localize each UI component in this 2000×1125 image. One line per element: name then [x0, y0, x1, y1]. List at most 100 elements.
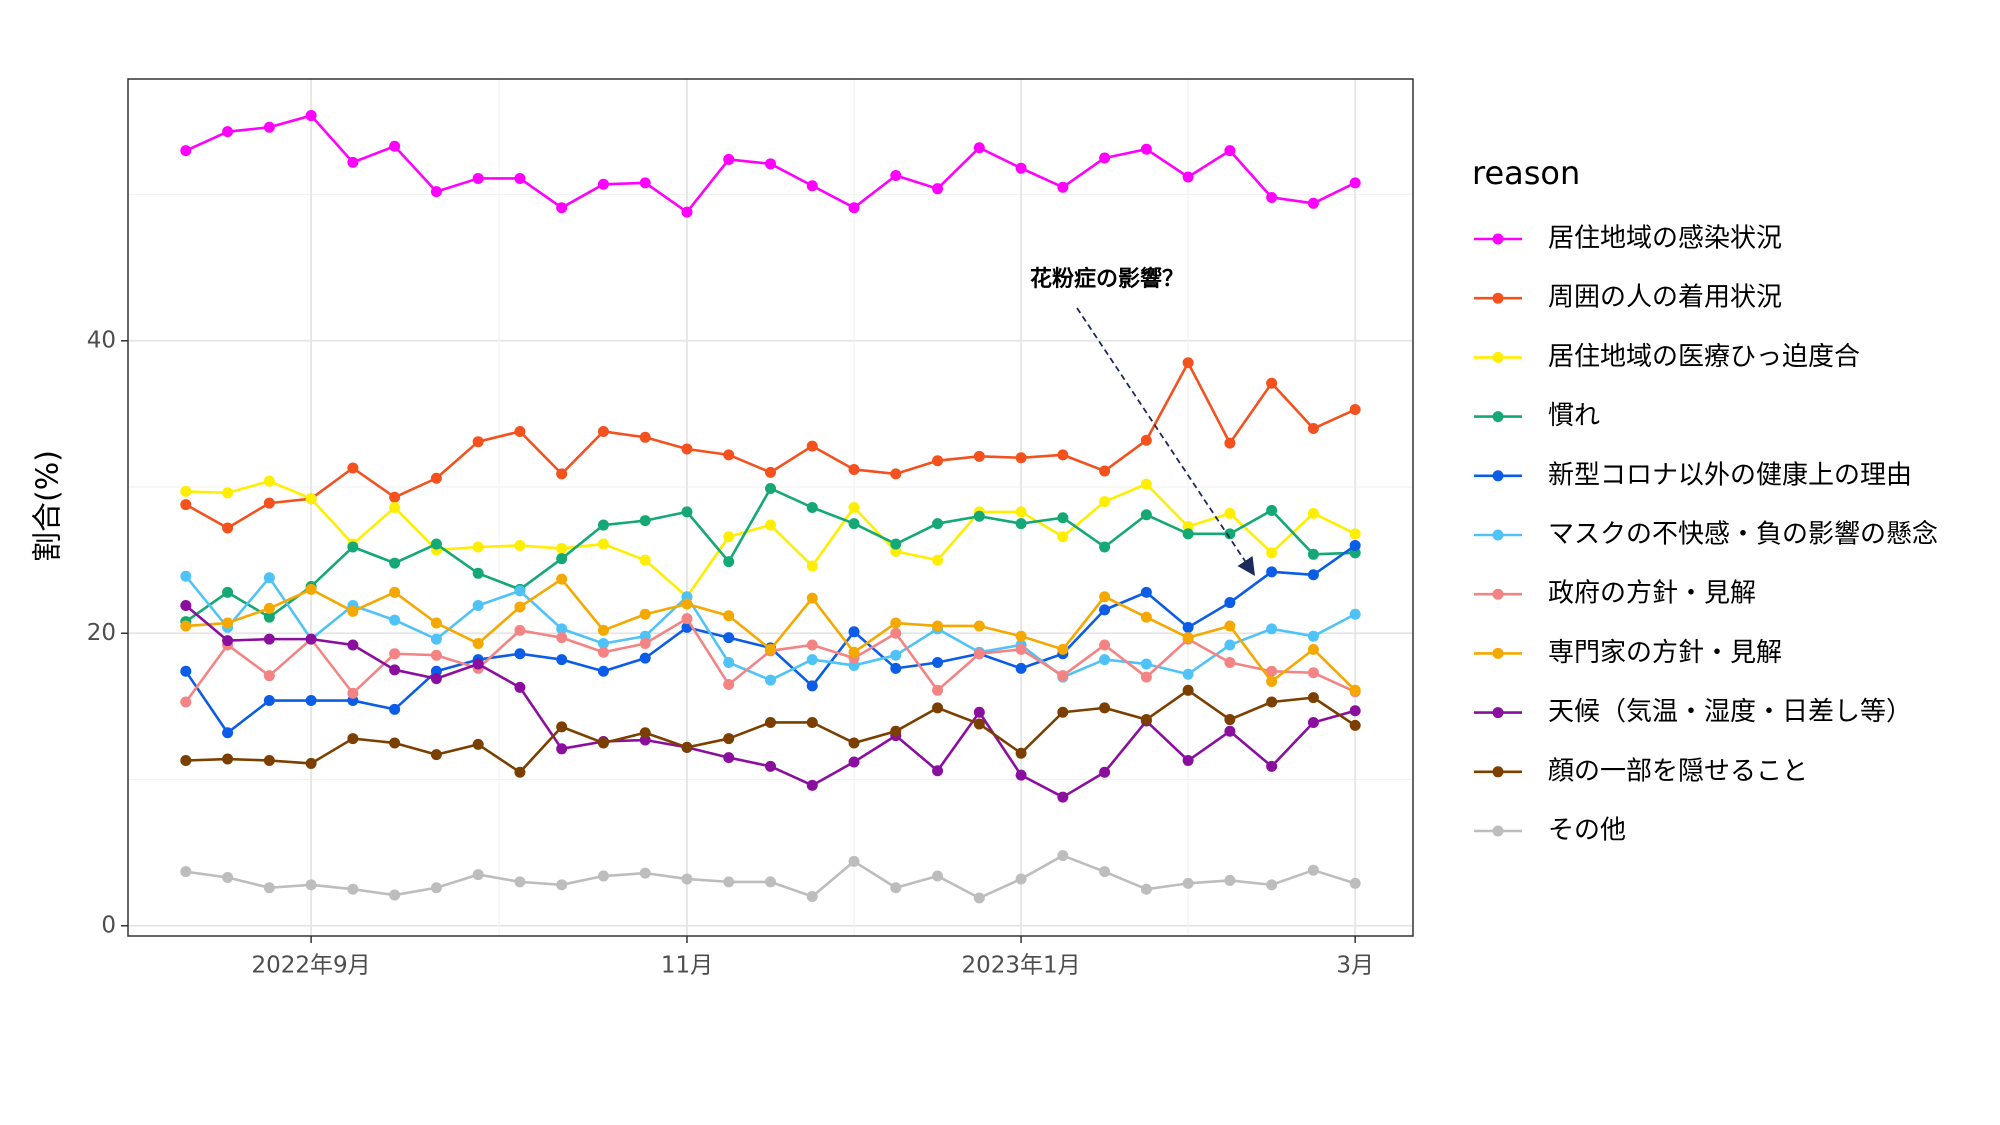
- data-point: [1307, 569, 1319, 581]
- data-point: [890, 627, 902, 639]
- data-point: [1099, 702, 1111, 714]
- data-point: [597, 538, 609, 550]
- data-point: [305, 633, 317, 645]
- y-axis-label: 割合(%): [31, 450, 66, 562]
- data-point: [765, 876, 776, 888]
- data-point: [263, 755, 275, 767]
- data-point: [1140, 143, 1152, 155]
- data-point: [597, 737, 609, 749]
- data-point: [1057, 670, 1069, 682]
- data-point: [1099, 639, 1111, 651]
- data-point: [1266, 696, 1278, 708]
- data-point: [1140, 586, 1152, 598]
- data-point: [222, 753, 234, 765]
- data-point: [1266, 623, 1278, 635]
- data-point: [723, 657, 735, 669]
- data-point: [472, 869, 484, 881]
- x-tick-label: 3月: [1336, 953, 1374, 979]
- data-point: [389, 557, 401, 569]
- data-point: [222, 487, 234, 499]
- data-point: [1182, 755, 1194, 767]
- data-point: [765, 643, 776, 655]
- data-point: [765, 482, 776, 494]
- data-point: [1015, 630, 1027, 642]
- data-point: [1015, 662, 1027, 674]
- data-point: [1099, 541, 1111, 553]
- data-point: [1182, 632, 1194, 644]
- data-point: [180, 755, 192, 767]
- legend-swatch-point: [1492, 707, 1504, 719]
- data-point: [1349, 719, 1361, 731]
- data-point: [1307, 692, 1319, 704]
- data-point: [1057, 643, 1069, 655]
- legend-swatch-point: [1492, 411, 1504, 423]
- data-point: [848, 737, 860, 749]
- legend-swatch-point: [1492, 588, 1504, 600]
- data-point: [1349, 177, 1361, 189]
- data-point: [1140, 509, 1152, 521]
- data-point: [765, 760, 776, 772]
- legend-label: 天候（気温・湿度・日差し等）: [1548, 697, 1912, 727]
- data-point: [973, 706, 985, 718]
- data-point: [806, 180, 818, 192]
- data-point: [597, 178, 609, 190]
- legend-label: 政府の方針・見解: [1548, 579, 1756, 609]
- data-point: [1224, 725, 1236, 737]
- data-point: [1224, 874, 1236, 886]
- data-point: [597, 870, 609, 882]
- legend-label: その他: [1548, 816, 1626, 846]
- data-point: [1099, 591, 1111, 603]
- legend-swatch-point: [1492, 470, 1504, 482]
- data-point: [389, 491, 401, 503]
- legend-label: 居住地域の医療ひっ迫度合: [1548, 342, 1860, 372]
- data-point: [639, 727, 651, 739]
- data-point: [723, 449, 735, 461]
- data-point: [890, 538, 902, 550]
- data-point: [430, 186, 442, 198]
- data-point: [890, 617, 902, 629]
- data-point: [597, 425, 609, 437]
- data-point: [973, 892, 985, 904]
- data-point: [472, 436, 484, 448]
- data-point: [1307, 864, 1319, 876]
- data-point: [723, 153, 735, 165]
- data-point: [305, 879, 317, 891]
- data-point: [1182, 877, 1194, 889]
- data-point: [723, 610, 735, 622]
- data-point: [597, 665, 609, 677]
- data-point: [806, 592, 818, 604]
- data-point: [1266, 547, 1278, 559]
- data-point: [263, 670, 275, 682]
- data-point: [681, 613, 693, 625]
- data-point: [556, 202, 568, 214]
- data-point: [263, 497, 275, 509]
- data-point: [639, 177, 651, 189]
- data-point: [932, 702, 944, 714]
- data-point: [597, 519, 609, 531]
- data-point: [681, 506, 693, 518]
- data-point: [973, 718, 985, 730]
- data-point: [1307, 667, 1319, 679]
- data-point: [1015, 452, 1027, 464]
- data-point: [347, 687, 359, 699]
- data-point: [556, 879, 568, 891]
- data-point: [430, 617, 442, 629]
- data-point: [347, 639, 359, 651]
- data-point: [1349, 877, 1361, 889]
- data-point: [848, 756, 860, 768]
- data-point: [389, 703, 401, 715]
- data-point: [514, 624, 526, 636]
- data-point: [639, 652, 651, 664]
- data-point: [890, 649, 902, 661]
- data-point: [472, 638, 484, 650]
- data-point: [848, 463, 860, 475]
- data-point: [180, 866, 192, 878]
- data-point: [765, 674, 776, 686]
- data-point: [806, 716, 818, 728]
- legend-label: マスクの不快感・負の影響の懸念: [1548, 520, 1938, 550]
- data-point: [681, 443, 693, 455]
- data-point: [263, 611, 275, 623]
- data-point: [514, 601, 526, 613]
- legend-swatch-point: [1492, 351, 1504, 363]
- data-point: [180, 485, 192, 497]
